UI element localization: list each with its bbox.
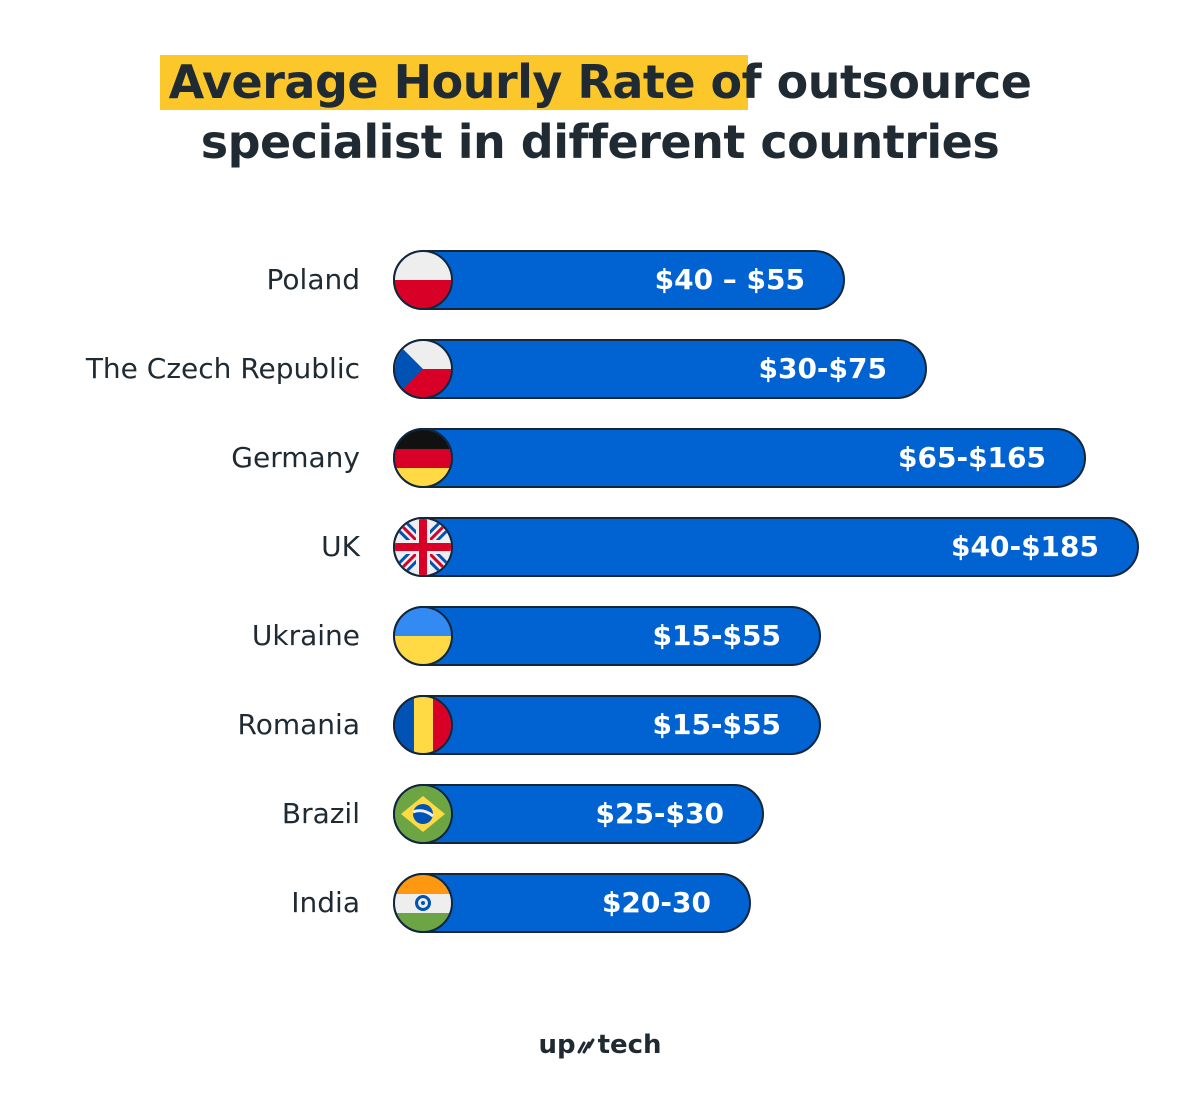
country-label: Brazil <box>281 797 360 830</box>
uk-flag-icon <box>393 517 453 577</box>
value-label: $40 – $55 <box>654 263 805 296</box>
brazil-flag-icon <box>393 784 453 844</box>
bar-uk: $40-$185 <box>393 517 1139 577</box>
value-label: $40-$185 <box>951 530 1099 563</box>
bar-india: $20-30 <box>393 873 751 933</box>
romania-flag-icon <box>393 695 453 755</box>
country-label: UK <box>321 530 360 563</box>
bar-poland: $40 – $55 <box>393 250 845 310</box>
value-label: $30-$75 <box>758 352 887 385</box>
bar-row: The Czech Republic $30-$75 <box>0 339 1200 399</box>
value-label: $15-$55 <box>652 619 781 652</box>
value-label: $20-30 <box>601 886 711 919</box>
bar-row: UK $40-$185 <box>0 517 1200 577</box>
bar-row: Germany $65-$165 <box>0 428 1200 488</box>
ukraine-flag-icon <box>393 606 453 666</box>
india-flag-icon <box>393 873 453 933</box>
title-rest-text: outsource <box>761 55 1032 109</box>
czech-flag-icon <box>393 339 453 399</box>
country-label: Romania <box>237 708 360 741</box>
bar-row: Romania $15-$55 <box>0 695 1200 755</box>
bar-germany: $65-$165 <box>393 428 1086 488</box>
bar-romania: $15-$55 <box>393 695 821 755</box>
country-label: The Czech Republic <box>85 352 360 385</box>
bar-row: Ukraine $15-$55 <box>0 606 1200 666</box>
bar-row: Poland $40 – $55 <box>0 250 1200 310</box>
country-label: Ukraine <box>251 619 360 652</box>
country-label: Germany <box>231 441 360 474</box>
bar-ukraine: $15-$55 <box>393 606 821 666</box>
title-line2: specialist in different countries <box>200 115 1000 169</box>
value-label: $65-$165 <box>898 441 1046 474</box>
poland-flag-icon <box>393 250 453 310</box>
title-highlight-text: Average Hourly Rate of <box>168 55 762 109</box>
title-highlight <box>160 55 748 110</box>
value-label: $25-$30 <box>595 797 724 830</box>
country-label: India <box>291 886 360 919</box>
chart-title: Average Hourly Rate of outsource special… <box>0 52 1200 172</box>
country-label: Poland <box>266 263 360 296</box>
germany-flag-icon <box>393 428 453 488</box>
bar-czech: $30-$75 <box>393 339 927 399</box>
upstech-logo: up tech <box>538 1030 662 1060</box>
bar-brazil: $25-$30 <box>393 784 764 844</box>
value-label: $15-$55 <box>652 708 781 741</box>
bar-row: Brazil $25-$30 <box>0 784 1200 844</box>
bar-row: India $20-30 <box>0 873 1200 933</box>
